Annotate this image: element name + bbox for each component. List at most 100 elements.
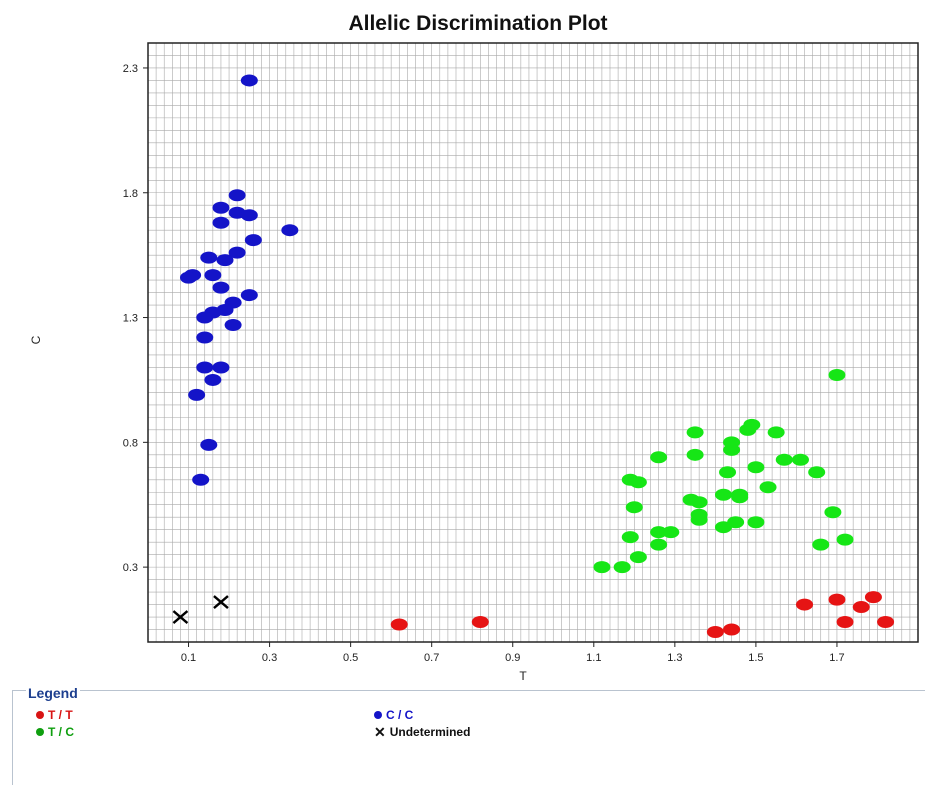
point-c-c [200, 438, 218, 451]
legend-title: Legend [26, 685, 80, 701]
point-t-c [690, 513, 708, 526]
point-t-t [796, 598, 814, 611]
legend-panel [12, 690, 925, 785]
x-mark-icon: ✕ [374, 724, 386, 740]
x-tick-label: 0.3 [262, 652, 277, 664]
point-t-c [629, 551, 647, 564]
x-tick-label: 1.3 [667, 652, 682, 664]
point-t-c [828, 368, 846, 381]
legend-label: T / T [48, 708, 73, 722]
legend-item-tt: T / T [36, 708, 73, 722]
point-t-c [662, 526, 680, 539]
undetermined-point [172, 610, 189, 624]
x-tick-label: 0.9 [505, 652, 520, 664]
point-t-t [390, 618, 408, 631]
legend-label: T / C [48, 725, 74, 739]
point-c-c [196, 311, 214, 324]
undetermined-point [213, 595, 229, 609]
point-t-c [824, 506, 842, 519]
legend-label: C / C [386, 708, 414, 722]
legend-item-tc: T / C [36, 725, 74, 739]
green-dot-icon [36, 728, 44, 736]
point-c-c [200, 251, 218, 264]
point-c-c [244, 234, 262, 247]
point-t-c [613, 561, 631, 574]
point-c-c [196, 361, 214, 374]
point-c-c [240, 289, 258, 302]
point-t-c [629, 476, 647, 489]
point-t-c [808, 466, 826, 479]
point-c-c [180, 271, 198, 284]
point-t-c [731, 491, 749, 504]
point-c-c [281, 224, 299, 237]
legend-item-cc: C / C [374, 708, 413, 722]
point-t-t [828, 593, 846, 606]
point-c-c [188, 388, 206, 401]
y-tick-label: 1.8 [123, 188, 138, 200]
x-tick-label: 1.7 [829, 652, 844, 664]
point-t-c [650, 526, 668, 539]
point-t-c [650, 538, 668, 551]
point-t-c [625, 501, 643, 514]
point-t-c [719, 466, 737, 479]
grid [148, 43, 918, 642]
point-c-c [240, 209, 258, 222]
x-axis-label: T [519, 669, 527, 683]
y-tick-label: 0.8 [123, 437, 138, 449]
x-tick-label: 0.1 [181, 652, 196, 664]
y-axis-label: C [29, 335, 43, 344]
point-t-c [812, 538, 830, 551]
x-tick-label: 0.7 [424, 652, 439, 664]
point-c-c [224, 319, 242, 332]
point-c-c [228, 189, 246, 202]
point-t-t [706, 626, 724, 639]
point-t-t [723, 623, 741, 636]
point-t-c [791, 453, 809, 466]
point-c-c [204, 269, 222, 282]
point-t-t [877, 616, 895, 629]
point-t-c [621, 531, 639, 544]
point-t-t [471, 616, 489, 629]
point-t-c [714, 488, 732, 501]
point-c-c [212, 281, 230, 294]
point-c-c [212, 201, 230, 214]
point-t-t [836, 616, 854, 629]
point-t-c [593, 561, 611, 574]
point-t-c [686, 448, 704, 461]
point-t-c [759, 481, 777, 494]
point-t-c [690, 496, 708, 509]
scatter-chart: Allelic Discrimination Plot 0.1 0.3 0.5 0.7… [29, 12, 919, 683]
legend-item-undetermined: ✕ Undetermined [374, 725, 470, 739]
blue-dot-icon [374, 711, 382, 719]
plot-frame [147, 42, 919, 643]
point-t-c [686, 426, 704, 439]
point-c-c [240, 74, 258, 87]
point-t-c [767, 426, 785, 439]
point-c-c [212, 361, 230, 374]
x-tick-label: 1.1 [586, 652, 601, 664]
point-t-c [714, 521, 732, 534]
point-t-c [775, 453, 793, 466]
red-dot-icon [36, 711, 44, 719]
point-c-c [204, 373, 222, 386]
point-t-t [852, 601, 870, 614]
point-t-c [739, 423, 757, 436]
x-tick-label: 0.5 [343, 652, 358, 664]
y-tick-label: 0.3 [123, 562, 138, 574]
point-t-t [864, 591, 882, 604]
y-tick-label: 2.3 [123, 63, 138, 75]
point-c-c [192, 473, 210, 486]
point-t-c [650, 451, 668, 464]
point-c-c [212, 216, 230, 229]
point-c-c [196, 331, 214, 344]
data-points [172, 74, 895, 639]
y-tick-label: 1.3 [123, 313, 138, 325]
point-t-c [836, 533, 854, 546]
x-tick-label: 1.5 [748, 652, 763, 664]
chart-title: Allelic Discrimination Plot [348, 12, 607, 35]
point-t-c [723, 443, 741, 456]
point-c-c [228, 246, 246, 259]
axis-ticks: 0.1 0.3 0.5 0.7 0.9 1.1 1.3 1.5 1.7 0.3 0.8 1.3 1.8 2… [123, 63, 845, 664]
point-t-c [747, 461, 765, 474]
point-t-c [747, 516, 765, 529]
